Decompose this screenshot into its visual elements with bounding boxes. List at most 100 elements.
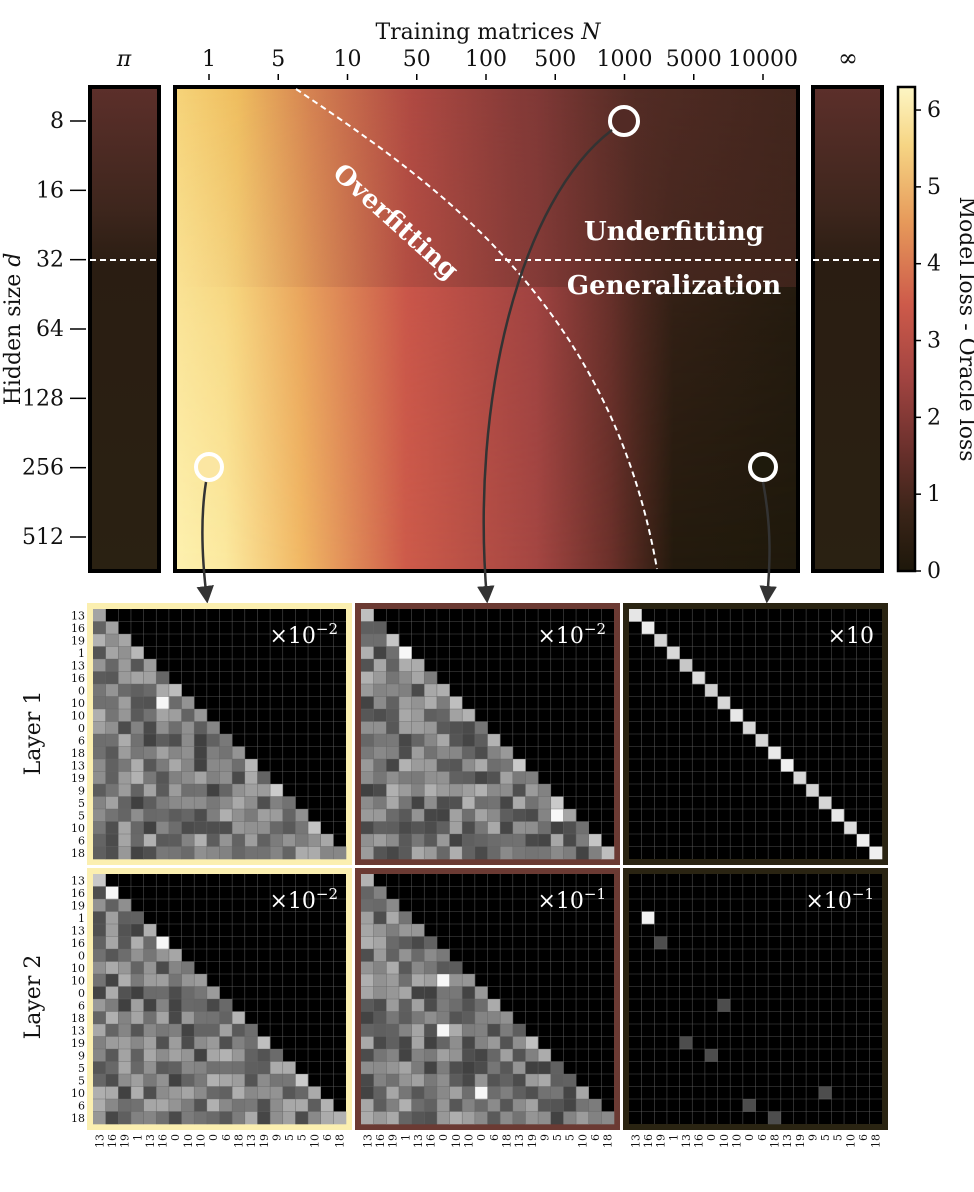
attention-cell [449, 709, 463, 722]
attention-cell [143, 1061, 157, 1075]
attention-cell [93, 1074, 106, 1087]
attention-cell [449, 784, 463, 797]
row-sequence-label: 13 [71, 609, 85, 622]
attention-cell [105, 1036, 119, 1050]
attention-cell [411, 834, 425, 847]
attention-cell [411, 924, 425, 937]
attention-cell [181, 821, 195, 835]
attention-cell [411, 684, 425, 697]
attention-cell [130, 1061, 144, 1075]
attention-cell [398, 949, 412, 962]
attention-cell [398, 671, 412, 685]
row-sequence-label: 6 [78, 734, 85, 747]
attention-cell [206, 986, 220, 1000]
attention-cell [156, 796, 170, 810]
attention-cell [105, 911, 119, 925]
attention-cell [373, 924, 387, 937]
attention-cell [487, 809, 501, 822]
attention-panels: ×10−213161911316010100618131995510618×10… [71, 603, 888, 1148]
attention-cell-bright [398, 646, 412, 660]
attention-cell [487, 846, 501, 860]
attention-cell [105, 1111, 119, 1125]
attention-cell [361, 949, 374, 962]
attention-cell [512, 784, 526, 797]
scale-label: ×10 [828, 624, 874, 649]
attention-cell [730, 709, 744, 722]
attention-cell [424, 1086, 438, 1100]
attention-cell [474, 1111, 488, 1125]
attention-cell [398, 1086, 412, 1100]
scale-label: ×10−2 [269, 620, 338, 649]
attention-cell [244, 1074, 258, 1087]
attention-cell [449, 1099, 463, 1112]
attention-cell [525, 834, 539, 847]
attention-cell [282, 1099, 296, 1112]
attention-cell [361, 646, 374, 660]
column-sequence-label: 10 [731, 1134, 744, 1148]
attention-cell [411, 1074, 425, 1087]
attention-cell [156, 671, 170, 685]
attention-cell [386, 986, 400, 1000]
attention-cell [538, 821, 552, 835]
attention-cell [487, 759, 501, 772]
attention-cell [386, 734, 400, 747]
attention-cell [105, 936, 119, 950]
attention-cell [487, 1111, 501, 1125]
attention-cell [130, 659, 144, 672]
overfitting-boundary [295, 88, 658, 570]
attention-cell [118, 759, 132, 772]
attention-cell [93, 709, 106, 722]
attention-cell [219, 1011, 233, 1025]
attention-cell [462, 709, 476, 722]
attention-cell [143, 834, 157, 847]
x-tick-pi: π [116, 47, 132, 72]
attention-cell [168, 784, 182, 797]
column-sequence-label: 16 [642, 1134, 655, 1148]
attention-cell [194, 1111, 208, 1125]
attention-cell [386, 746, 400, 760]
attention-cell [449, 1024, 463, 1037]
attention-cell [361, 911, 374, 925]
attention-cell [105, 1099, 119, 1112]
column-sequence-label: 13 [680, 1134, 693, 1148]
attention-cell [270, 834, 284, 847]
attention-cell [320, 834, 334, 847]
attention-cell [282, 821, 296, 835]
attention-cell [398, 1099, 412, 1112]
attention-cell [93, 846, 106, 860]
attention-cell [219, 834, 233, 847]
attention-cell [411, 999, 425, 1012]
attention-cell [525, 771, 539, 785]
attention-cell [474, 1024, 488, 1037]
attention-cell [118, 1024, 132, 1037]
attention-cell [373, 696, 387, 710]
attention-cell [156, 834, 170, 847]
attention-cell [386, 834, 400, 847]
attention-cell [462, 834, 476, 847]
attention-cell [411, 1049, 425, 1062]
attention-cell [386, 709, 400, 722]
attention-cell [373, 821, 387, 835]
attention-cell [93, 986, 106, 1000]
attention-cell [143, 809, 157, 822]
attention-cell [576, 821, 589, 835]
attention-cell [232, 1011, 246, 1025]
attention-cell [373, 621, 387, 635]
attention-cell [398, 846, 412, 860]
attention-cell [449, 721, 463, 735]
attention-cell [143, 961, 157, 975]
attention-cell [500, 784, 514, 797]
attention-cell [538, 1111, 552, 1125]
attention-cell [130, 1024, 144, 1037]
attention-cell [93, 1061, 106, 1075]
attention-cell [206, 1074, 220, 1087]
attention-cell [156, 1061, 170, 1075]
attention-cell [93, 646, 106, 660]
attention-cell [500, 746, 514, 760]
attention-cell [168, 986, 182, 1000]
attention-cell [398, 1049, 412, 1062]
attention-cell [181, 1011, 195, 1025]
attention-cell [105, 1024, 119, 1037]
attention-cell [130, 949, 144, 962]
attention-cell [856, 834, 870, 847]
